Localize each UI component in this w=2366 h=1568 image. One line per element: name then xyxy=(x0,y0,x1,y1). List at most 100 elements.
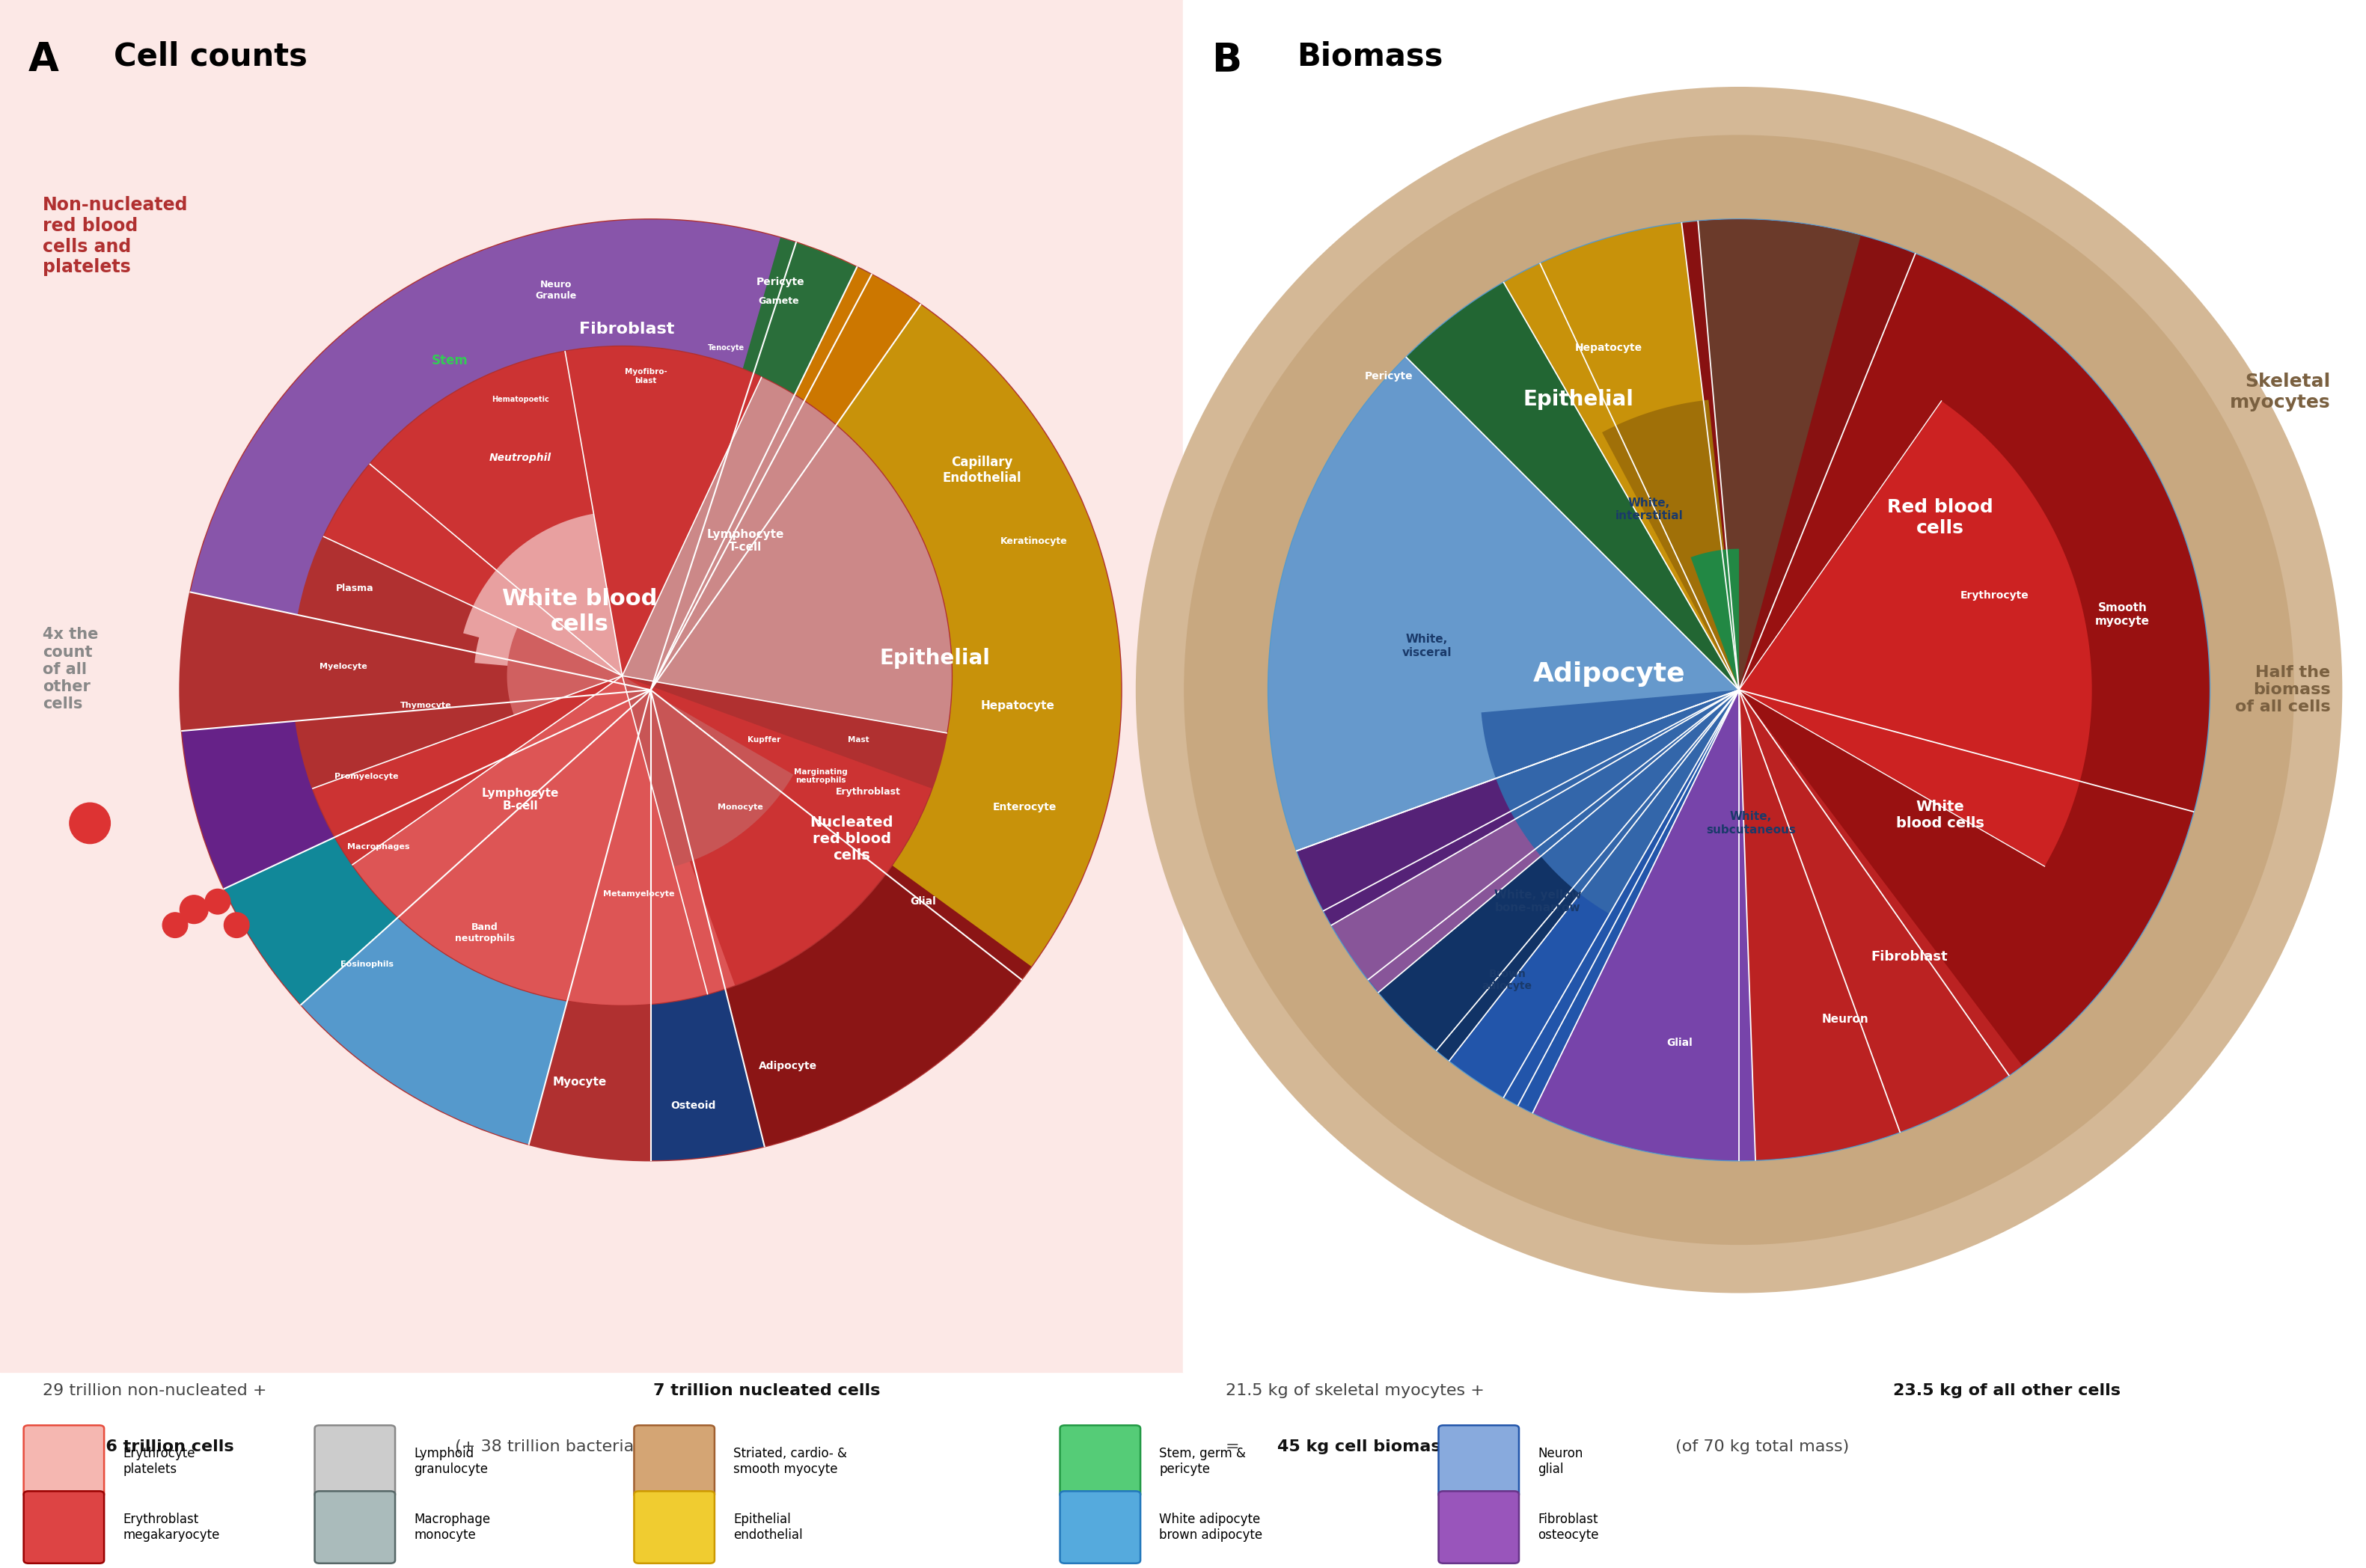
Text: Metamyelocyte: Metamyelocyte xyxy=(603,891,674,897)
Polygon shape xyxy=(1602,400,1739,690)
FancyBboxPatch shape xyxy=(1439,1491,1519,1563)
Polygon shape xyxy=(599,492,724,690)
Text: 45 kg cell biomass: 45 kg cell biomass xyxy=(1278,1439,1450,1455)
Text: B: B xyxy=(1211,41,1242,80)
Polygon shape xyxy=(1699,220,1860,690)
Text: Fibroblast: Fibroblast xyxy=(580,321,674,337)
Text: Epithelial: Epithelial xyxy=(880,648,989,670)
Polygon shape xyxy=(506,627,622,715)
Text: Macrophages: Macrophages xyxy=(348,844,409,850)
Text: A: A xyxy=(28,41,59,80)
Text: White,
subcutaneous: White, subcutaneous xyxy=(1706,811,1796,836)
Text: Striated, cardio- &
smooth myocyte: Striated, cardio- & smooth myocyte xyxy=(733,1447,847,1475)
Text: 4x the
count
of all
other
cells: 4x the count of all other cells xyxy=(43,627,99,712)
Text: =: = xyxy=(43,1439,62,1455)
Text: Hematopoetic: Hematopoetic xyxy=(492,397,549,403)
Text: Stem: Stem xyxy=(431,354,468,367)
Text: Lymphocyte
B-cell: Lymphocyte B-cell xyxy=(483,787,558,812)
Text: Myofibro-
blast: Myofibro- blast xyxy=(625,368,667,384)
Text: Epithelial: Epithelial xyxy=(1524,389,1633,411)
FancyBboxPatch shape xyxy=(1060,1491,1140,1563)
Text: Promyelocyte: Promyelocyte xyxy=(334,773,400,779)
Text: Neutrophil: Neutrophil xyxy=(490,453,551,463)
Polygon shape xyxy=(651,690,764,1160)
Text: Brown
adiocyte: Brown adiocyte xyxy=(1481,969,1533,991)
Ellipse shape xyxy=(206,889,230,914)
Polygon shape xyxy=(1739,401,2092,866)
Polygon shape xyxy=(1739,690,2023,1160)
Text: Neuro
Granule: Neuro Granule xyxy=(535,279,577,301)
Polygon shape xyxy=(622,676,793,867)
Text: (of 70 kg total mass): (of 70 kg total mass) xyxy=(1670,1439,1850,1455)
FancyBboxPatch shape xyxy=(1060,1425,1140,1497)
Text: 36 trillion cells: 36 trillion cells xyxy=(95,1439,234,1455)
Text: Fibroblast: Fibroblast xyxy=(1872,950,1947,963)
FancyBboxPatch shape xyxy=(24,1425,104,1497)
Text: (+ 38 trillion bacteria): (+ 38 trillion bacteria) xyxy=(450,1439,641,1455)
Polygon shape xyxy=(1505,690,1900,1160)
Text: White adipocyte
brown adipocyte: White adipocyte brown adipocyte xyxy=(1159,1513,1263,1541)
Text: Fibroblast
osteocyte: Fibroblast osteocyte xyxy=(1538,1513,1599,1541)
Polygon shape xyxy=(1692,549,1739,690)
Polygon shape xyxy=(1368,690,1739,1060)
FancyBboxPatch shape xyxy=(1439,1425,1519,1497)
Text: Monocyte: Monocyte xyxy=(717,804,764,811)
Text: White
blood cells: White blood cells xyxy=(1895,800,1985,831)
Polygon shape xyxy=(476,580,622,676)
Text: Pericyte: Pericyte xyxy=(757,278,804,287)
Polygon shape xyxy=(651,238,871,690)
Text: Adipocyte: Adipocyte xyxy=(759,1062,816,1071)
Polygon shape xyxy=(1682,220,1914,690)
Polygon shape xyxy=(1436,690,1739,1113)
Text: Thymocyte: Thymocyte xyxy=(400,702,452,709)
Polygon shape xyxy=(651,690,1032,1146)
Text: Gamete: Gamete xyxy=(757,296,800,306)
Text: Mast: Mast xyxy=(847,737,871,743)
Text: 7 trillion nucleated cells: 7 trillion nucleated cells xyxy=(653,1383,880,1399)
Text: Osteoid: Osteoid xyxy=(670,1101,717,1110)
Polygon shape xyxy=(300,690,651,1145)
Text: Smooth
myocyte: Smooth myocyte xyxy=(2094,602,2151,627)
Text: White blood
cells: White blood cells xyxy=(502,588,658,635)
Polygon shape xyxy=(225,690,651,1005)
Text: Erythrocyte
platelets: Erythrocyte platelets xyxy=(123,1447,196,1475)
Ellipse shape xyxy=(1185,136,2293,1243)
Polygon shape xyxy=(182,690,651,889)
Polygon shape xyxy=(1297,690,1739,1098)
Text: Lymphocyte
T-cell: Lymphocyte T-cell xyxy=(707,528,783,554)
Text: Macrophage
monocyte: Macrophage monocyte xyxy=(414,1513,490,1541)
Polygon shape xyxy=(651,690,906,856)
Text: Erythrocyte: Erythrocyte xyxy=(1959,591,2030,601)
Text: =: = xyxy=(1226,1439,1245,1455)
Text: Hepatocyte: Hepatocyte xyxy=(1576,343,1642,353)
Text: Plasma: Plasma xyxy=(336,583,374,593)
FancyBboxPatch shape xyxy=(315,1491,395,1563)
Text: Eosinophils: Eosinophils xyxy=(341,961,393,967)
Polygon shape xyxy=(1739,254,2210,1076)
Polygon shape xyxy=(1405,282,1739,690)
Polygon shape xyxy=(189,220,795,690)
Ellipse shape xyxy=(180,895,208,924)
Polygon shape xyxy=(651,243,1121,980)
Text: Hepatocyte: Hepatocyte xyxy=(980,699,1055,712)
Ellipse shape xyxy=(225,913,248,938)
Polygon shape xyxy=(464,514,622,676)
Text: Stem, germ &
pericyte: Stem, germ & pericyte xyxy=(1159,1447,1247,1475)
Text: Biomass: Biomass xyxy=(1297,41,1443,72)
Text: Nucleated
red blood
cells: Nucleated red blood cells xyxy=(809,815,894,862)
Ellipse shape xyxy=(1268,220,2210,1160)
Text: White, yellow
bone-marrow: White, yellow bone-marrow xyxy=(1495,889,1580,914)
Text: Erythroblast
megakaryocyte: Erythroblast megakaryocyte xyxy=(123,1513,220,1541)
Polygon shape xyxy=(353,676,736,1005)
Text: 21.5 kg of skeletal myocytes +: 21.5 kg of skeletal myocytes + xyxy=(1226,1383,1491,1399)
Polygon shape xyxy=(1297,690,1739,925)
Polygon shape xyxy=(622,378,951,732)
Text: Myocyte: Myocyte xyxy=(554,1076,606,1088)
Text: Epithelial
endothelial: Epithelial endothelial xyxy=(733,1513,802,1541)
FancyBboxPatch shape xyxy=(634,1491,715,1563)
Polygon shape xyxy=(1268,263,1739,851)
FancyBboxPatch shape xyxy=(315,1425,395,1497)
Text: Lymphoid
granulocyte: Lymphoid granulocyte xyxy=(414,1447,487,1475)
Text: Red blood
cells: Red blood cells xyxy=(1888,499,1992,536)
Text: Keratinocyte: Keratinocyte xyxy=(1001,536,1067,546)
